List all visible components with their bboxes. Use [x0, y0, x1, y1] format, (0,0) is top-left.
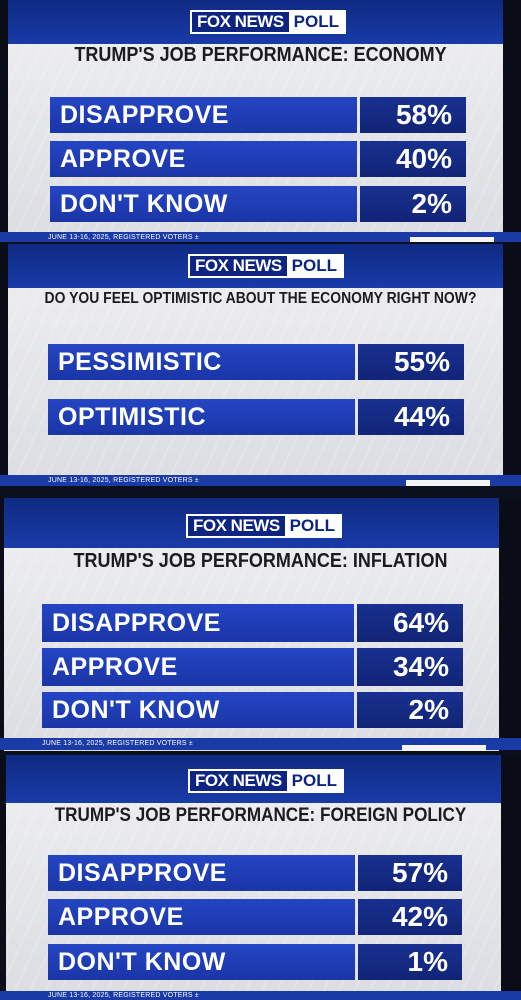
result-value: 2% — [357, 692, 463, 728]
result-value: 42% — [358, 899, 462, 935]
result-row: DISAPPROVE 64% — [42, 604, 463, 642]
screen-edge-left — [0, 498, 4, 751]
footer-strip — [0, 232, 521, 242]
result-label: DISAPPROVE — [50, 97, 357, 133]
result-row: OPTIMISTIC 44% — [48, 399, 464, 435]
poll-question: TRUMP'S JOB PERFORMANCE: INFLATION — [73, 550, 448, 572]
result-row: APPROVE 40% — [50, 141, 466, 177]
result-label: APPROVE — [48, 899, 355, 935]
result-value: 40% — [360, 141, 466, 177]
screen-edge-right — [499, 498, 521, 751]
screen-edge-left — [0, 244, 8, 486]
logo-brand: FOX NEWS — [197, 12, 284, 31]
result-value: 58% — [360, 97, 466, 133]
footer-source: JUNE 13-16, 2025, REGISTERED VOTERS ± — [48, 234, 199, 241]
screen-edge-right — [501, 755, 521, 1000]
result-label: DON'T KNOW — [42, 692, 354, 728]
logo-brand: FOX NEWS — [195, 256, 282, 275]
logo-poll: POLL — [284, 516, 341, 536]
screen-edge-right — [503, 0, 521, 242]
result-label: APPROVE — [50, 141, 357, 177]
result-label: OPTIMISTIC — [48, 399, 355, 435]
result-row: APPROVE 42% — [48, 899, 462, 935]
fox-news-poll-logo: FOX NEWS POLL — [188, 769, 345, 793]
screen-edge-right — [503, 244, 521, 486]
result-row: APPROVE 34% — [42, 648, 463, 686]
result-row: DON'T KNOW 2% — [42, 692, 463, 728]
result-label: DON'T KNOW — [50, 186, 357, 222]
screen-edge-left — [0, 0, 8, 242]
result-label: DON'T KNOW — [48, 944, 355, 980]
footer-box — [402, 745, 486, 751]
poll-question: DO YOU FEEL OPTIMISTIC ABOUT THE ECONOMY… — [44, 290, 477, 307]
result-row: DISAPPROVE 58% — [50, 97, 466, 133]
poll-panel-foreign-policy: FOX NEWS POLL TRUMP'S JOB PERFORMANCE: F… — [0, 755, 521, 1000]
logo-poll: POLL — [286, 256, 343, 276]
result-row: PESSIMISTIC 55% — [48, 344, 464, 380]
result-label: APPROVE — [42, 648, 354, 686]
result-value: 64% — [357, 604, 463, 642]
footer-strip — [0, 738, 521, 750]
poll-panel-optimism: FOX NEWS POLL DO YOU FEEL OPTIMISTIC ABO… — [0, 244, 521, 486]
logo-brand: FOX NEWS — [193, 516, 280, 535]
fox-news-poll-logo: FOX NEWS POLL — [188, 254, 345, 278]
footer-source: JUNE 13-16, 2025, REGISTERED VOTERS ± — [48, 477, 199, 484]
footer-strip — [0, 475, 521, 486]
result-label: DISAPPROVE — [48, 855, 355, 891]
fox-news-poll-logo: FOX NEWS POLL — [186, 514, 343, 538]
result-value: 1% — [358, 944, 462, 980]
footer-source: JUNE 13-16, 2025, REGISTERED VOTERS ± — [48, 992, 199, 999]
result-row: DISAPPROVE 57% — [48, 855, 462, 891]
screen-edge-left — [0, 755, 6, 1000]
poll-panel-inflation: FOX NEWS POLL TRUMP'S JOB PERFORMANCE: I… — [0, 498, 521, 751]
logo-brand: FOX NEWS — [195, 771, 282, 790]
poll-panel-economy: FOX NEWS POLL TRUMP'S JOB PERFORMANCE: E… — [0, 0, 521, 242]
footer-box — [406, 480, 490, 486]
result-value: 57% — [358, 855, 462, 891]
result-value: 34% — [357, 648, 463, 686]
result-label: DISAPPROVE — [42, 604, 354, 642]
result-label: PESSIMISTIC — [48, 344, 355, 380]
footer-source: JUNE 13-16, 2025, REGISTERED VOTERS ± — [42, 740, 193, 747]
logo-poll: POLL — [288, 12, 345, 32]
poll-question: TRUMP'S JOB PERFORMANCE: FOREIGN POLICY — [54, 805, 467, 826]
result-value: 55% — [358, 344, 464, 380]
footer-box — [410, 237, 494, 242]
footer-strip — [0, 991, 521, 1000]
logo-poll: POLL — [286, 771, 343, 791]
result-row: DON'T KNOW 2% — [50, 186, 466, 222]
result-value: 2% — [360, 186, 466, 222]
poll-question: TRUMP'S JOB PERFORMANCE: ECONOMY — [74, 44, 447, 66]
result-row: DON'T KNOW 1% — [48, 944, 462, 980]
result-value: 44% — [358, 399, 464, 435]
fox-news-poll-logo: FOX NEWS POLL — [190, 10, 347, 34]
